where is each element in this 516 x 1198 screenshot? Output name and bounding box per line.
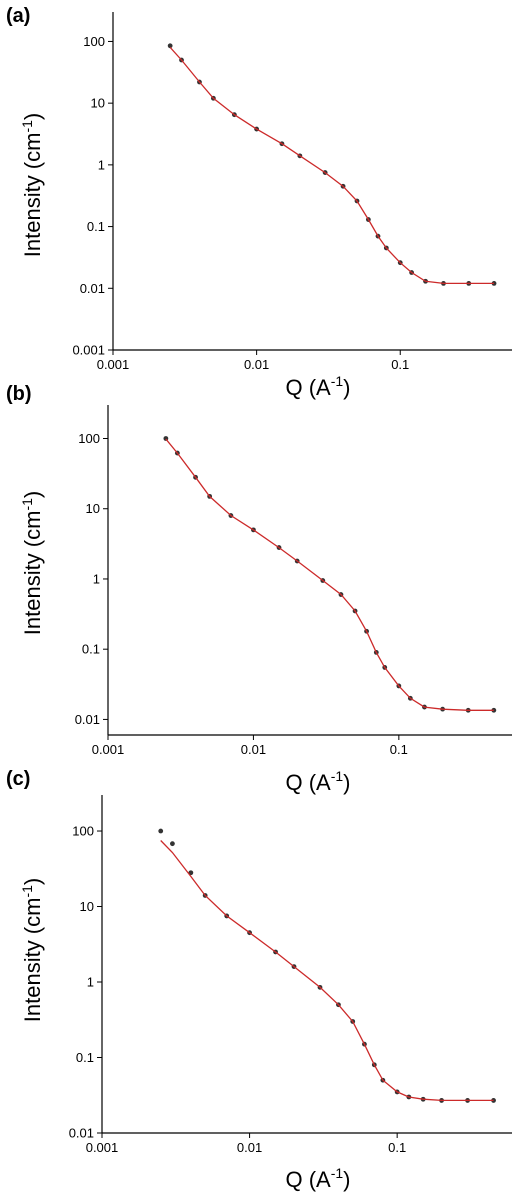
x-tick-label-c: 0.1 — [388, 1140, 406, 1155]
y-tick-label-a: 0.1 — [87, 219, 105, 234]
data-series-c — [158, 828, 496, 1103]
y-tick-label-b: 0.01 — [75, 712, 100, 727]
y-tick-label-b: 10 — [86, 501, 100, 516]
x-tick-label-a: 0.1 — [391, 357, 409, 372]
x-tick-label-b: 0.001 — [92, 742, 125, 757]
data-series-a — [167, 43, 497, 286]
fit-curve-a — [169, 46, 495, 285]
data-point-c — [170, 841, 175, 847]
y-tick-label-b: 1 — [93, 571, 100, 586]
panel-label-c: (c) — [6, 768, 30, 790]
y-tick-label-a: 0.001 — [72, 343, 105, 358]
plot-area-a: 0.001 0.01 0.1 1 10 100 0.001 0.01 0.1 — [72, 12, 512, 372]
y-tick-label-a: 1 — [98, 157, 105, 172]
y-tick-label-a: 10 — [91, 96, 105, 111]
fit-curve-b — [165, 438, 494, 711]
x-axis-title-a: Q (A-1) — [285, 373, 350, 400]
y-tick-label-c: 0.1 — [76, 1050, 94, 1065]
panel-c: (c) Intensity (cm-1) Q (A-1) 0.01 0.1 1 10 1… — [6, 768, 512, 1192]
panel-label-b: (b) — [6, 383, 32, 405]
data-point-b — [491, 707, 497, 713]
y-tick-label-b: 100 — [78, 431, 100, 446]
y-tick-label-a: 100 — [83, 34, 105, 49]
x-tick-label-c: 0.01 — [237, 1140, 262, 1155]
fit-curve-c — [160, 840, 494, 1102]
data-point-a — [167, 43, 173, 49]
y-tick-label-c: 0.01 — [69, 1126, 94, 1141]
panel-a: (a) Intensity (cm-1) Q (A-1) 0.0010.010.… — [6, 5, 512, 400]
x-axis-title-b: Q (A-1) — [285, 768, 350, 795]
x-tick-label-a: 0.001 — [97, 357, 130, 372]
y-axis-title-c: Intensity (cm-1) — [19, 878, 45, 1022]
y-tick-label-c: 1 — [87, 975, 94, 990]
x-axis-title-c: Q (A-1) — [285, 1165, 350, 1192]
x-tick-label-b: 0.1 — [390, 742, 408, 757]
x-tick-label-a: 0.01 — [244, 357, 269, 372]
panel-b: (b) Intensity (cm-1) Q (A-1) 0.01 0.1 1 10 1… — [6, 383, 512, 795]
y-tick-label-c: 10 — [80, 899, 94, 914]
x-tick-label-c: 0.001 — [86, 1140, 119, 1155]
y-tick-label-b: 0.1 — [82, 642, 100, 657]
data-series-b — [163, 436, 497, 713]
y-axis-title-b: Intensity (cm-1) — [19, 491, 45, 635]
y-axis-title-a: Intensity (cm-1) — [19, 113, 45, 257]
data-point-c — [158, 828, 164, 834]
panel-label-a: (a) — [6, 5, 30, 27]
x-tick-label-b: 0.01 — [241, 742, 266, 757]
y-tick-label-a: 0.01 — [80, 281, 105, 296]
y-tick-label-c: 100 — [72, 824, 94, 839]
plot-area-b: 0.01 0.1 1 10 100 0.001 0.01 0.1 — [75, 405, 512, 757]
